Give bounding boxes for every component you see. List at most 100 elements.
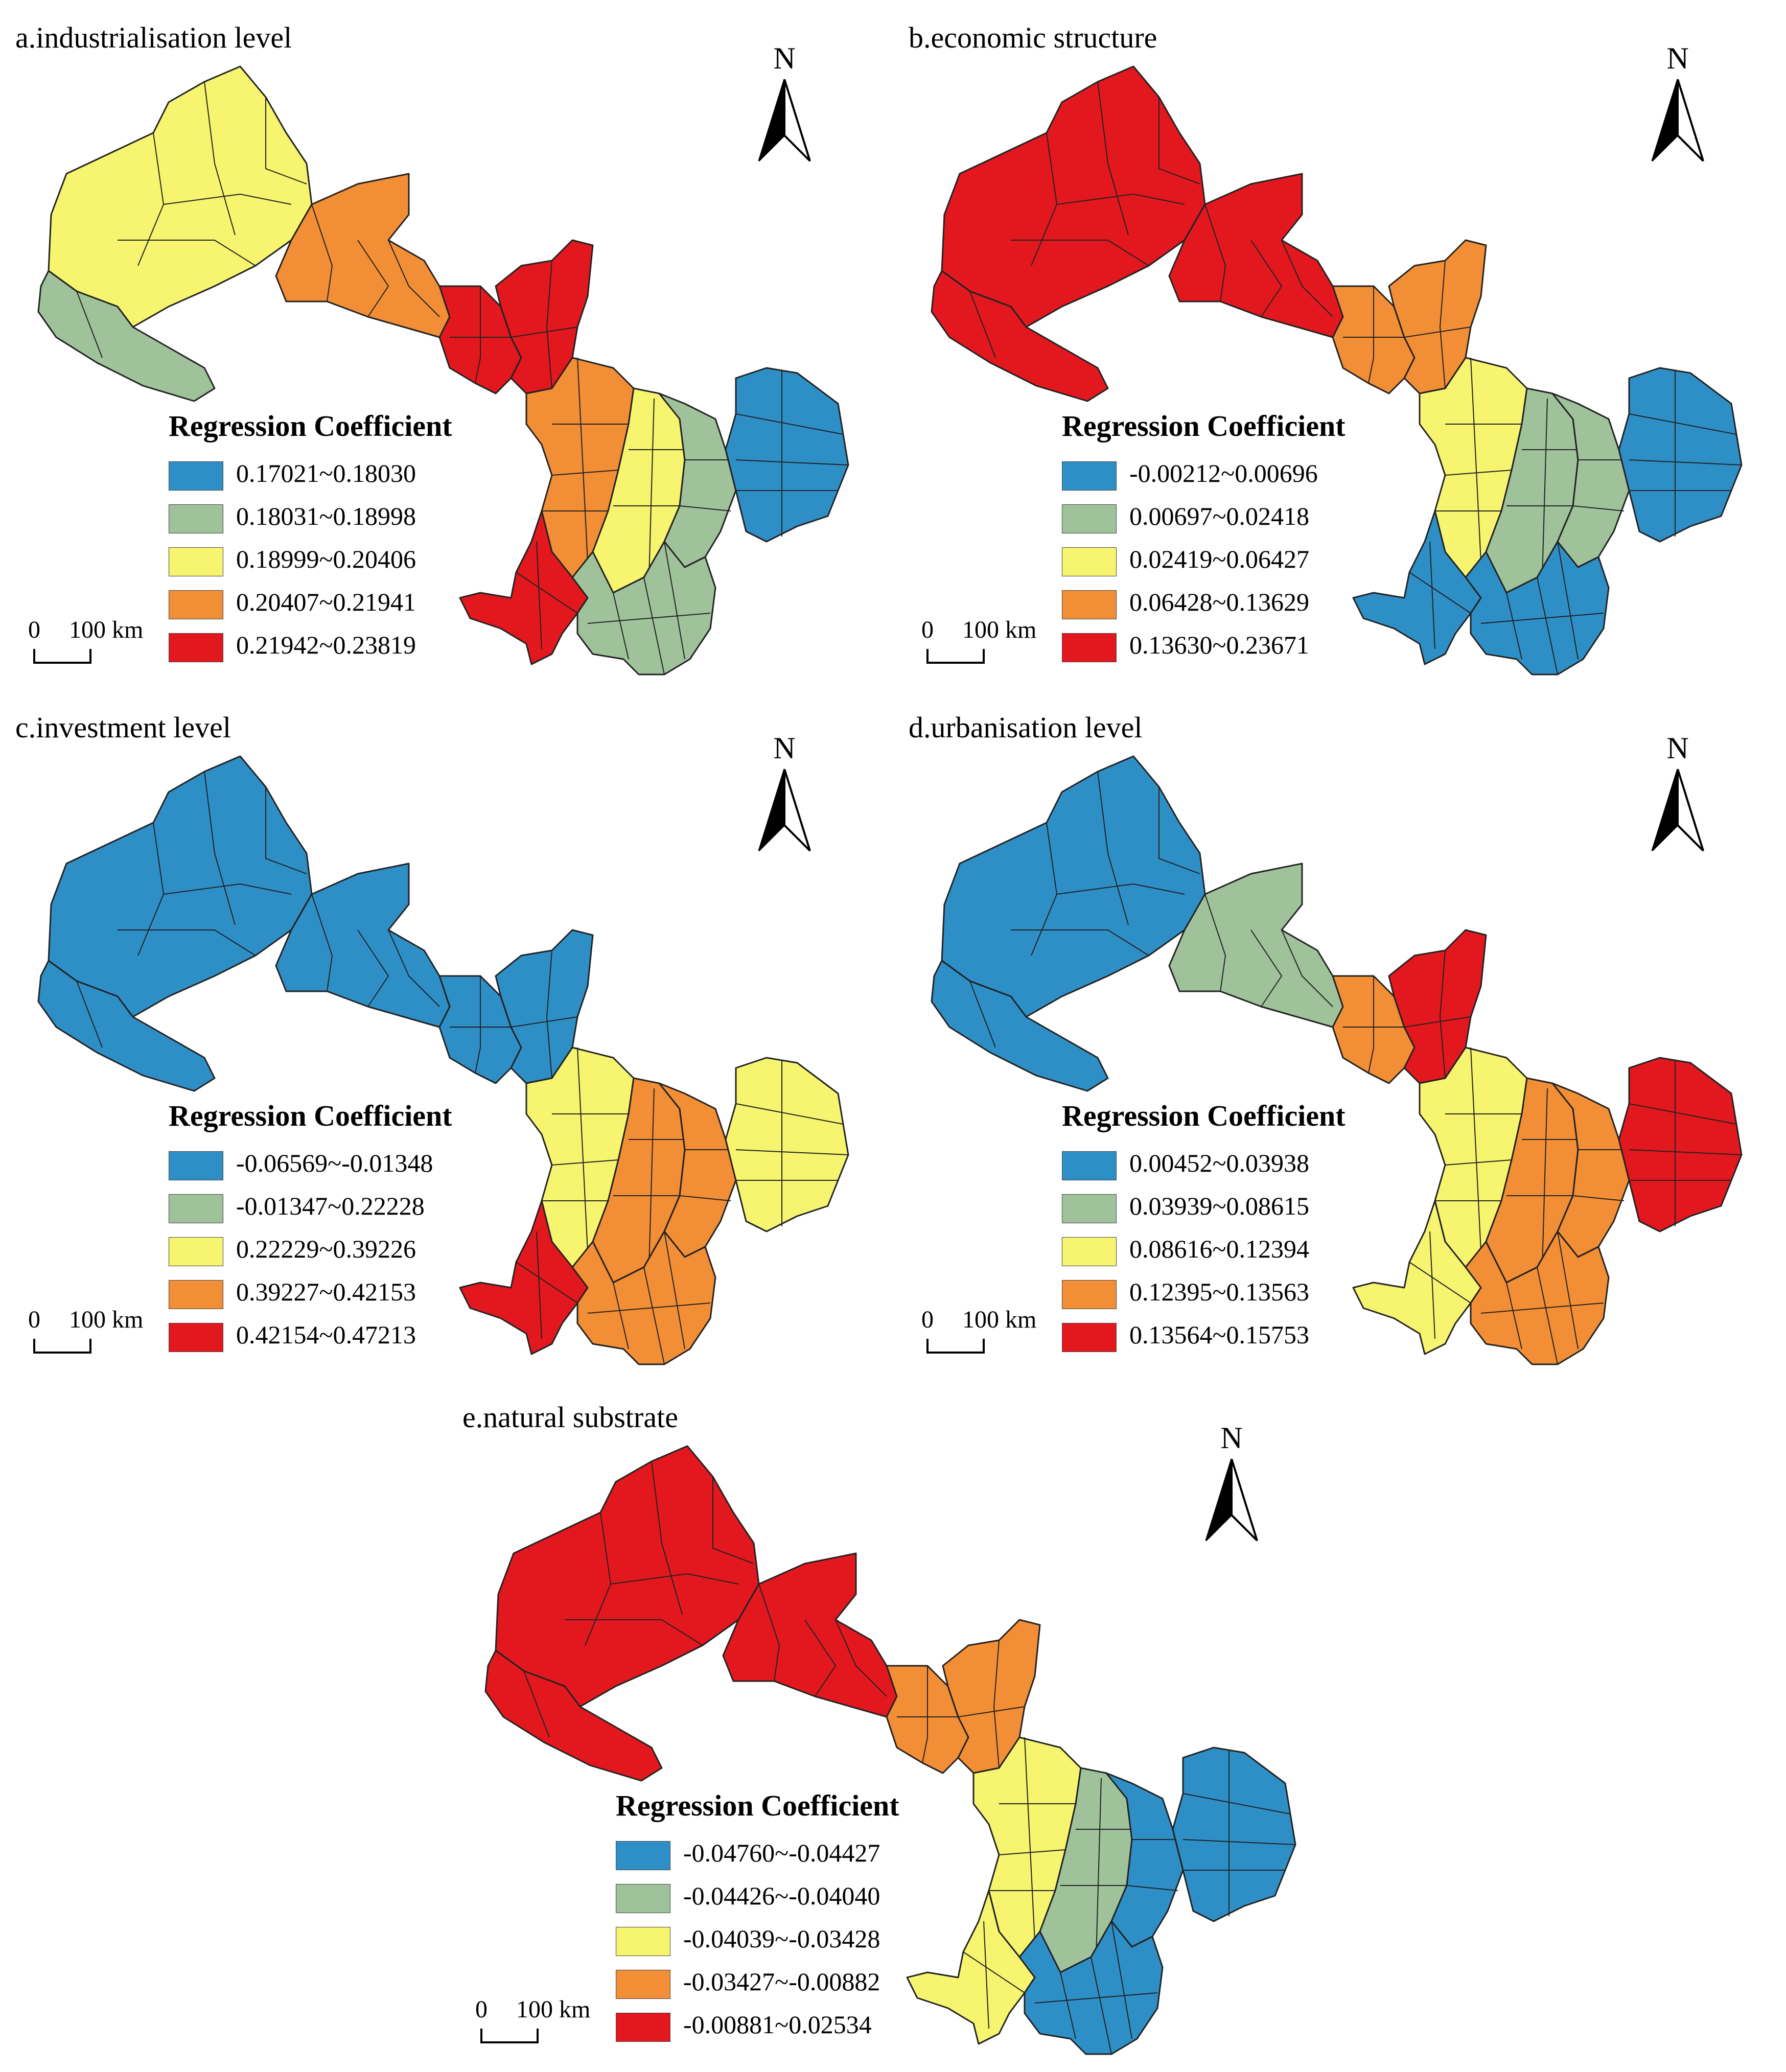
legend-item: -0.01347~0.22228 [169,1187,537,1230]
legend-item: 0.03939~0.08615 [1062,1187,1430,1230]
scale-bar-line [926,1339,985,1354]
county-boundary [1060,1972,1076,2039]
legend-item: 0.20407~0.21941 [169,583,537,626]
panel-title: c.investment level [15,711,231,744]
legend-swatch [169,1323,223,1352]
county-boundary [958,1706,1025,1717]
north-arrow-icon [1205,1459,1258,1542]
region-southeast [1465,1230,1610,1365]
county-boundary [1506,592,1522,660]
county-boundary [311,894,333,992]
region-sw-strip [37,960,216,1092]
county-boundary [1204,894,1226,992]
region-sw-strip [931,960,1109,1092]
region-southeast [571,541,716,676]
county-boundary [1091,1957,1112,2055]
legend-item: 0.13564~0.15753 [1062,1316,1430,1359]
region-southeast [571,1230,716,1365]
legend-swatch [169,1280,223,1309]
legend-label: -0.01347~0.22228 [236,1192,425,1220]
county-boundary [648,1088,655,1268]
north-arrow: N [1196,1421,1267,1558]
legend-swatch [1062,1280,1117,1309]
county-boundary [475,976,481,1074]
county-boundary [118,240,256,266]
choropleth-map [931,65,1743,676]
legend-swatch [169,461,223,491]
county-boundary [1480,1302,1604,1314]
scale-zero: 0 [921,1306,934,1333]
county-boundary [204,771,236,925]
county-boundary [610,1573,739,1585]
scale-bar-line [33,649,91,664]
county-boundary [551,470,619,476]
north-arrow: N [749,731,820,869]
region-qingyang [725,367,849,543]
county-boundary [388,240,440,317]
county-boundary [1542,1088,1548,1268]
county-boundary [1182,1839,1296,1845]
scale-zero: 0 [28,616,40,643]
county-boundary [265,97,307,184]
legend-item: 0.02419~0.06427 [1062,540,1430,583]
county-boundary [546,260,552,389]
scale-bar: 0 100 km [921,1306,1105,1377]
legend-item: 0.06428~0.13629 [1062,583,1430,626]
county-boundary [1542,398,1548,578]
legend-swatch [169,504,223,533]
county-boundary [735,1103,844,1125]
north-letter: N [1666,41,1689,75]
legend-swatch [1062,1237,1117,1266]
county-boundary [551,1159,619,1166]
county-boundary [1126,1885,1178,1891]
county-boundary [1537,577,1558,675]
legend-label: -0.00881~0.02534 [683,2010,872,2039]
legend-item: -0.04039~-0.03428 [616,1920,984,1963]
county-boundary [1034,1992,1158,2004]
panel-title: a.industrialisation level [15,21,292,54]
region-nw [48,755,313,1018]
county-boundary [1111,1921,1132,2039]
county-boundary [1470,357,1481,563]
county-boundary [1404,1016,1471,1028]
county-boundary [1572,505,1625,511]
region-sw-strip [931,270,1109,402]
county-boundary [993,1640,1000,1768]
legend-label: 0.18999~0.20406 [236,545,416,573]
county-boundary [1445,470,1512,476]
county-boundary [735,1149,849,1155]
legend-label: 0.22229~0.39226 [236,1235,416,1263]
legend: Regression Coefficient -0.04760~-0.04427 -… [616,1788,984,2048]
legend-swatch [169,547,223,576]
legend-swatch [169,590,223,619]
panel-title: b.economic structure [909,21,1157,54]
legend-label: 0.13630~0.23671 [1129,631,1310,659]
county-boundary [1404,327,1471,338]
county-boundary [265,787,307,874]
legend-swatch [1062,633,1117,662]
county-boundary [1158,787,1200,874]
county-boundary [613,1282,629,1349]
legend-item: 0.13630~0.23671 [1062,626,1430,669]
county-boundary [1097,81,1129,236]
county-boundary [577,1047,588,1252]
north-arrow-icon [1651,79,1704,162]
county-boundary [1629,413,1737,435]
choropleth-map [37,755,849,1365]
county-boundary [388,929,440,1007]
legend-swatch [169,1151,223,1180]
scale-bar-line [926,649,985,664]
county-boundary [1439,950,1446,1079]
north-arrow-icon [1651,769,1704,852]
county-boundary [204,81,236,236]
scale-bar: 0 100 km [921,616,1105,687]
legend-label: 0.39227~0.42153 [236,1277,416,1306]
county-boundary [963,1951,1025,1993]
legend-item: -0.00881~0.02534 [616,2006,984,2048]
north-arrow: N [1642,731,1713,869]
legend: Regression Coefficient 0.00452~0.03938 0.0… [1062,1099,1430,1359]
county-boundary [1281,929,1333,1007]
legend-swatch [1062,547,1117,576]
legend-swatch [616,1970,670,1999]
legend-item: 0.42154~0.47213 [169,1316,537,1359]
